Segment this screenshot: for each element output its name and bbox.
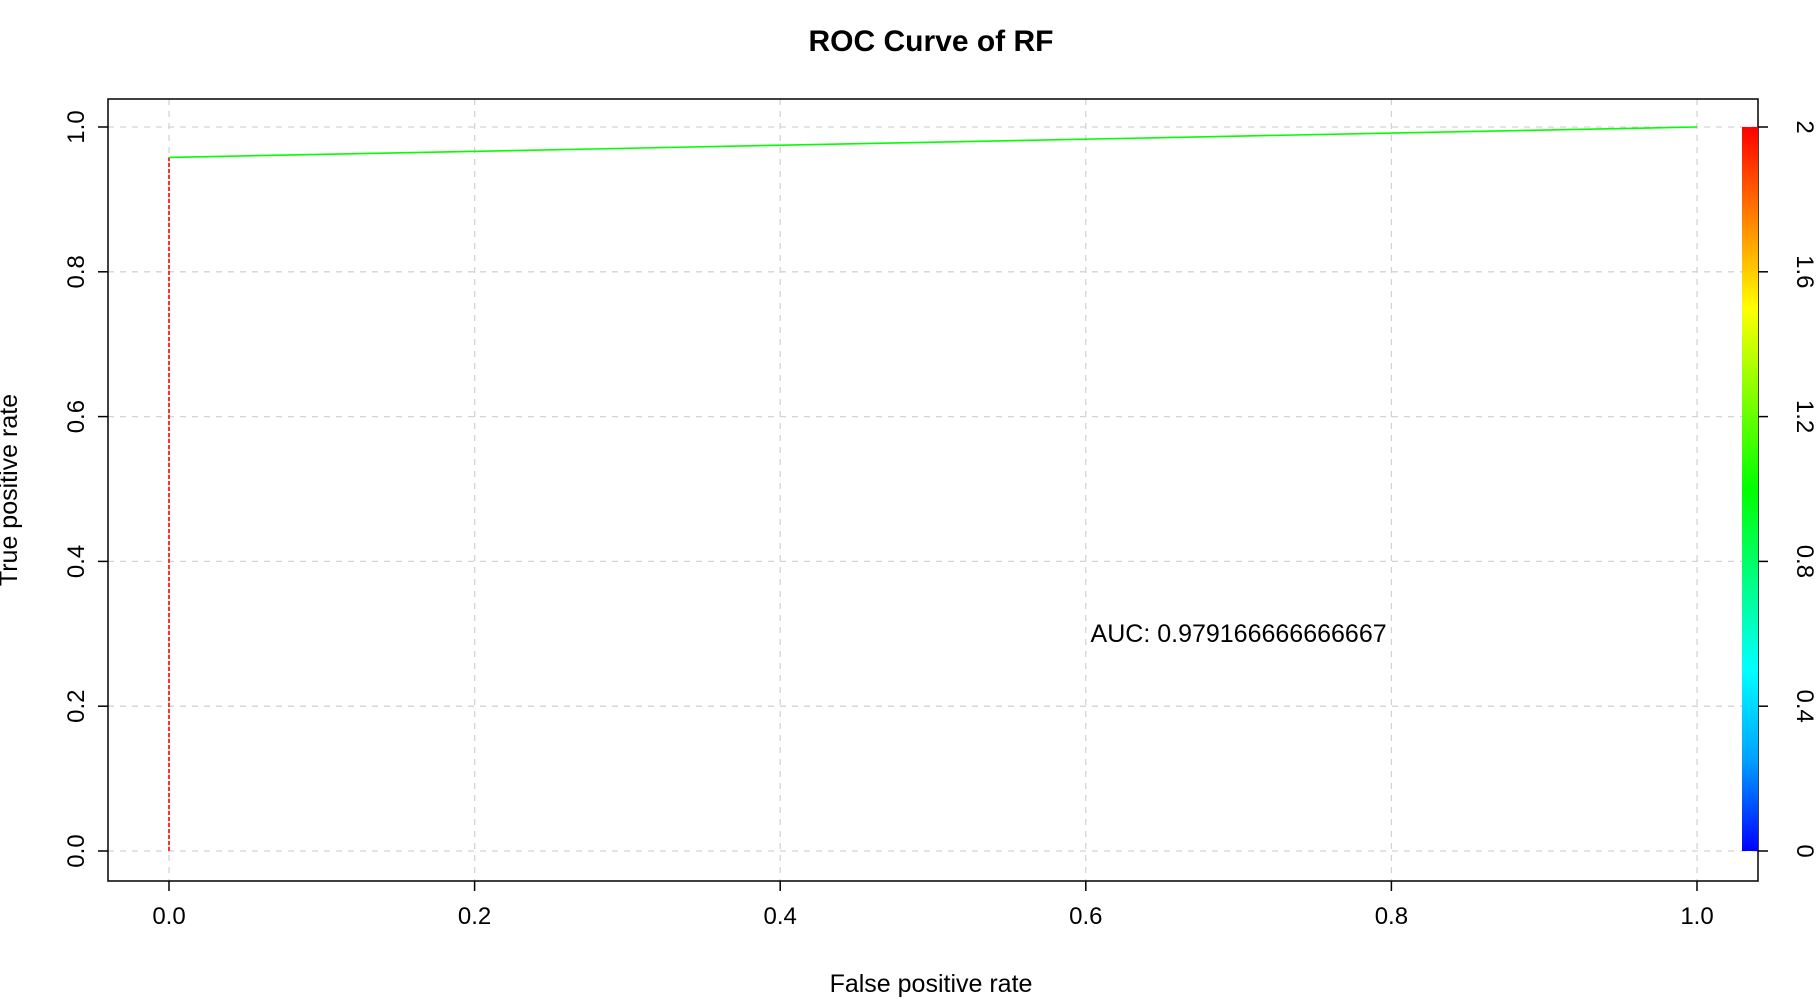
colorbar: 0 0.4 0.8 1.2 1.6 2 <box>1742 120 1817 858</box>
chart-title: ROC Curve of RF <box>808 25 1053 58</box>
series-layer <box>168 126 1698 851</box>
colorbar-tick-label: 0.4 <box>1791 690 1817 723</box>
colorbar-tick-label: 0.8 <box>1791 545 1817 578</box>
x-tick-label: 0.6 <box>1069 903 1102 930</box>
auc-annotation: AUC: 0.979166666666667 <box>1091 620 1387 648</box>
plot-frame <box>107 98 1759 882</box>
x-tick-label: 1.0 <box>1680 903 1713 930</box>
colorbar-tick-label: 1.6 <box>1791 255 1817 288</box>
x-tick-label: 0.8 <box>1375 903 1408 930</box>
colorbar-tick-label: 0 <box>1791 844 1817 857</box>
x-axis: 0.0 0.2 0.4 0.6 0.8 1.0 <box>152 881 1714 930</box>
y-axis-label: True positive rate <box>0 394 23 586</box>
y-tick-label: 0.6 <box>63 400 90 433</box>
y-tick-label: 0.8 <box>63 255 90 288</box>
colorbar-tick-label: 2 <box>1791 120 1817 133</box>
y-tick-label: 0.4 <box>63 545 90 578</box>
x-tick-label: 0.4 <box>764 903 797 930</box>
colorbar-gradient <box>1742 127 1758 851</box>
grid <box>108 99 1758 881</box>
x-tick-label: 0.2 <box>458 903 491 930</box>
colorbar-tick-label: 1.2 <box>1791 400 1817 433</box>
y-tick-label: 1.0 <box>63 110 90 143</box>
roc-segment <box>168 126 1698 159</box>
y-axis: 0.0 0.2 0.4 0.6 0.8 1.0 <box>63 110 108 868</box>
y-tick-label: 0.2 <box>63 690 90 723</box>
x-axis-label: False positive rate <box>830 970 1033 998</box>
x-tick-label: 0.0 <box>152 903 185 930</box>
y-tick-label: 0.0 <box>63 834 90 867</box>
